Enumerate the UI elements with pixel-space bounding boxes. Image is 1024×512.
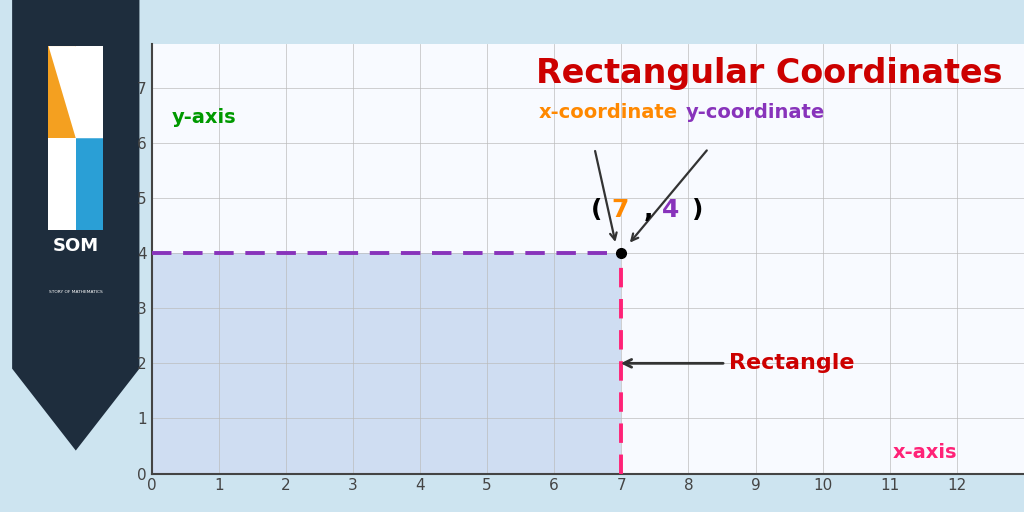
- Text: (: (: [591, 198, 602, 222]
- Polygon shape: [76, 138, 103, 230]
- Text: ,: ,: [643, 198, 653, 222]
- Polygon shape: [76, 46, 103, 138]
- Text: y-coordinate: y-coordinate: [686, 103, 825, 122]
- Text: x-coordinate: x-coordinate: [539, 103, 678, 122]
- Text: 7: 7: [611, 198, 629, 222]
- Polygon shape: [48, 46, 76, 138]
- Text: Rectangle: Rectangle: [624, 353, 854, 373]
- Polygon shape: [48, 46, 103, 138]
- Bar: [152, 253, 622, 474]
- Text: ): ): [692, 198, 703, 222]
- Text: 4: 4: [662, 198, 679, 222]
- Text: STORY OF MATHEMATICS: STORY OF MATHEMATICS: [49, 290, 102, 294]
- Text: x-axis: x-axis: [892, 443, 956, 462]
- Polygon shape: [12, 0, 139, 451]
- Text: SOM: SOM: [52, 237, 99, 255]
- Text: Rectangular Coordinates: Rectangular Coordinates: [536, 57, 1002, 90]
- Text: y-axis: y-axis: [172, 109, 237, 127]
- Polygon shape: [48, 138, 76, 230]
